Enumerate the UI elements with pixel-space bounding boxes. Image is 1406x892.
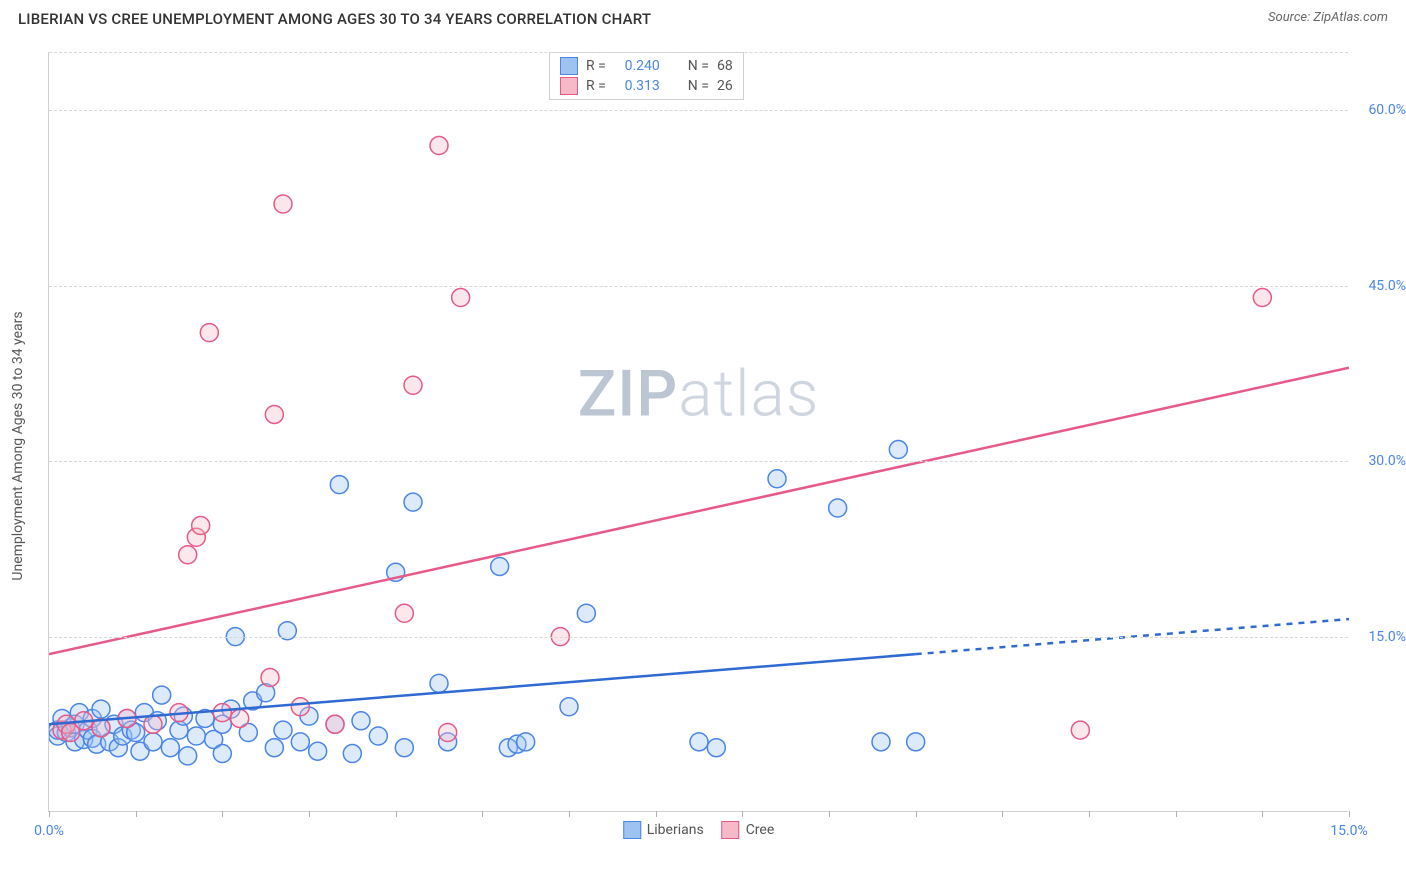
y-tick-label: 60.0%	[1368, 102, 1406, 118]
x-tick	[569, 811, 570, 817]
gridline-h	[49, 52, 1348, 53]
data-point	[707, 739, 725, 757]
x-tick	[309, 811, 310, 817]
y-tick-label: 45.0%	[1368, 278, 1406, 294]
data-point	[404, 376, 422, 394]
trend-line	[49, 368, 1349, 654]
chart-container: LIBERIAN VS CREE UNEMPLOYMENT AMONG AGES…	[0, 0, 1406, 892]
data-point	[690, 733, 708, 751]
x-tick	[136, 811, 137, 817]
y-axis-label: Unemployment Among Ages 30 to 34 years	[10, 311, 26, 580]
data-point	[430, 674, 448, 692]
series-legend: Liberians Cree	[623, 821, 775, 839]
data-point	[161, 739, 179, 757]
data-point	[491, 557, 509, 575]
data-point	[231, 709, 249, 727]
gridline-h	[49, 637, 1348, 638]
data-point	[907, 733, 925, 751]
data-point	[326, 715, 344, 733]
data-point	[274, 721, 292, 739]
legend-item: Cree	[722, 821, 775, 839]
x-tick	[222, 811, 223, 817]
gridline-h	[49, 461, 1348, 462]
data-point	[200, 324, 218, 342]
x-tick	[1002, 811, 1003, 817]
x-tick	[742, 811, 743, 817]
data-point	[274, 195, 292, 213]
y-tick-label: 30.0%	[1368, 453, 1406, 469]
data-point	[265, 405, 283, 423]
data-point	[404, 493, 422, 511]
data-point	[829, 499, 847, 517]
data-point	[560, 698, 578, 716]
data-point	[330, 476, 348, 494]
data-point	[1071, 721, 1089, 739]
data-point	[213, 745, 231, 763]
data-point	[213, 704, 231, 722]
data-point	[577, 604, 595, 622]
x-tick	[1176, 811, 1177, 817]
x-tick	[916, 811, 917, 817]
data-point	[291, 698, 309, 716]
gridline-h	[49, 110, 1348, 111]
data-point	[343, 745, 361, 763]
y-tick-label: 15.0%	[1368, 629, 1406, 645]
data-point	[395, 739, 413, 757]
data-point	[430, 137, 448, 155]
chart-title: LIBERIAN VS CREE UNEMPLOYMENT AMONG AGES…	[18, 10, 651, 28]
data-point	[179, 546, 197, 564]
x-tick	[49, 811, 50, 817]
data-point	[265, 739, 283, 757]
data-point	[291, 733, 309, 751]
data-point	[309, 742, 327, 760]
legend-label: Cree	[746, 822, 775, 838]
data-point	[187, 727, 205, 745]
data-point	[92, 700, 110, 718]
data-point	[144, 733, 162, 751]
x-tick	[1349, 811, 1350, 817]
legend-swatch	[623, 821, 641, 839]
source-attribution: Source: ZipAtlas.com	[1268, 10, 1388, 28]
data-point	[768, 470, 786, 488]
data-point	[261, 669, 279, 687]
x-tick	[829, 811, 830, 817]
gridline-h	[49, 286, 1348, 287]
data-point	[872, 733, 890, 751]
data-point	[452, 289, 470, 307]
plot-area: ZIPatlas R =0.240N =68R =0.313N =26 Libe…	[48, 52, 1348, 812]
trend-line	[49, 654, 916, 724]
title-bar: LIBERIAN VS CREE UNEMPLOYMENT AMONG AGES…	[0, 0, 1406, 32]
x-tick	[1262, 811, 1263, 817]
legend-item: Liberians	[623, 821, 704, 839]
x-tick-label: 15.0%	[1330, 823, 1368, 839]
data-point	[352, 712, 370, 730]
chart-svg	[49, 52, 1349, 812]
x-tick	[482, 811, 483, 817]
data-point	[369, 727, 387, 745]
x-tick-label: 0.0%	[34, 823, 64, 839]
legend-label: Liberians	[647, 822, 704, 838]
data-point	[153, 686, 171, 704]
x-tick	[396, 811, 397, 817]
data-point	[889, 441, 907, 459]
data-point	[192, 517, 210, 535]
data-point	[439, 723, 457, 741]
data-point	[517, 733, 535, 751]
x-tick	[1089, 811, 1090, 817]
x-tick	[656, 811, 657, 817]
data-point	[1253, 289, 1271, 307]
data-point	[179, 747, 197, 765]
data-point	[144, 715, 162, 733]
legend-swatch	[722, 821, 740, 839]
data-point	[395, 604, 413, 622]
